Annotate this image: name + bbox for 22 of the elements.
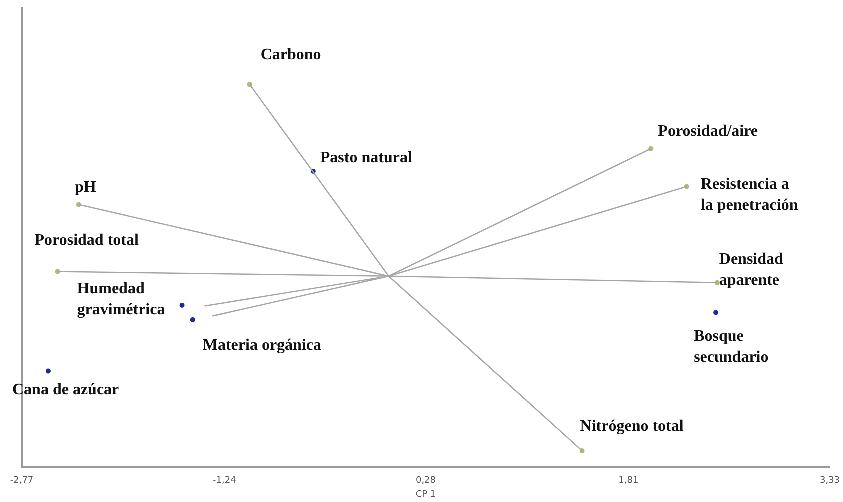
- annotation: Porosidad total: [34, 232, 140, 249]
- x-tick-label: 3,33: [820, 476, 840, 486]
- annotation: Nitrógeno total: [580, 418, 684, 436]
- annotation: pH: [74, 178, 97, 196]
- x-axis-title: CP 1: [416, 490, 436, 500]
- annotation: Carbono: [260, 46, 322, 64]
- point: [714, 310, 719, 316]
- point: [190, 318, 196, 323]
- annotation: Cana de azúcar: [12, 381, 120, 398]
- point: [180, 302, 185, 308]
- annotation: Bosque secundario: [694, 328, 769, 366]
- x-tick-label: -2,77: [10, 476, 34, 486]
- annotation: Resistencia a la penetración: [700, 176, 798, 214]
- x-tick-label: 1,81: [618, 476, 639, 486]
- annotation: Materia orgánica: [202, 337, 322, 354]
- point: [46, 368, 51, 374]
- annotation: Pasto natural: [320, 150, 413, 167]
- annotation: Densidad aparente: [719, 251, 784, 290]
- annotation: Humedad gravimétrica: [77, 280, 166, 319]
- annotation: Porosidad/aire: [658, 123, 758, 140]
- x-tick-label: 0,28: [416, 476, 436, 486]
- x-tick-label: -1,24: [213, 476, 237, 486]
